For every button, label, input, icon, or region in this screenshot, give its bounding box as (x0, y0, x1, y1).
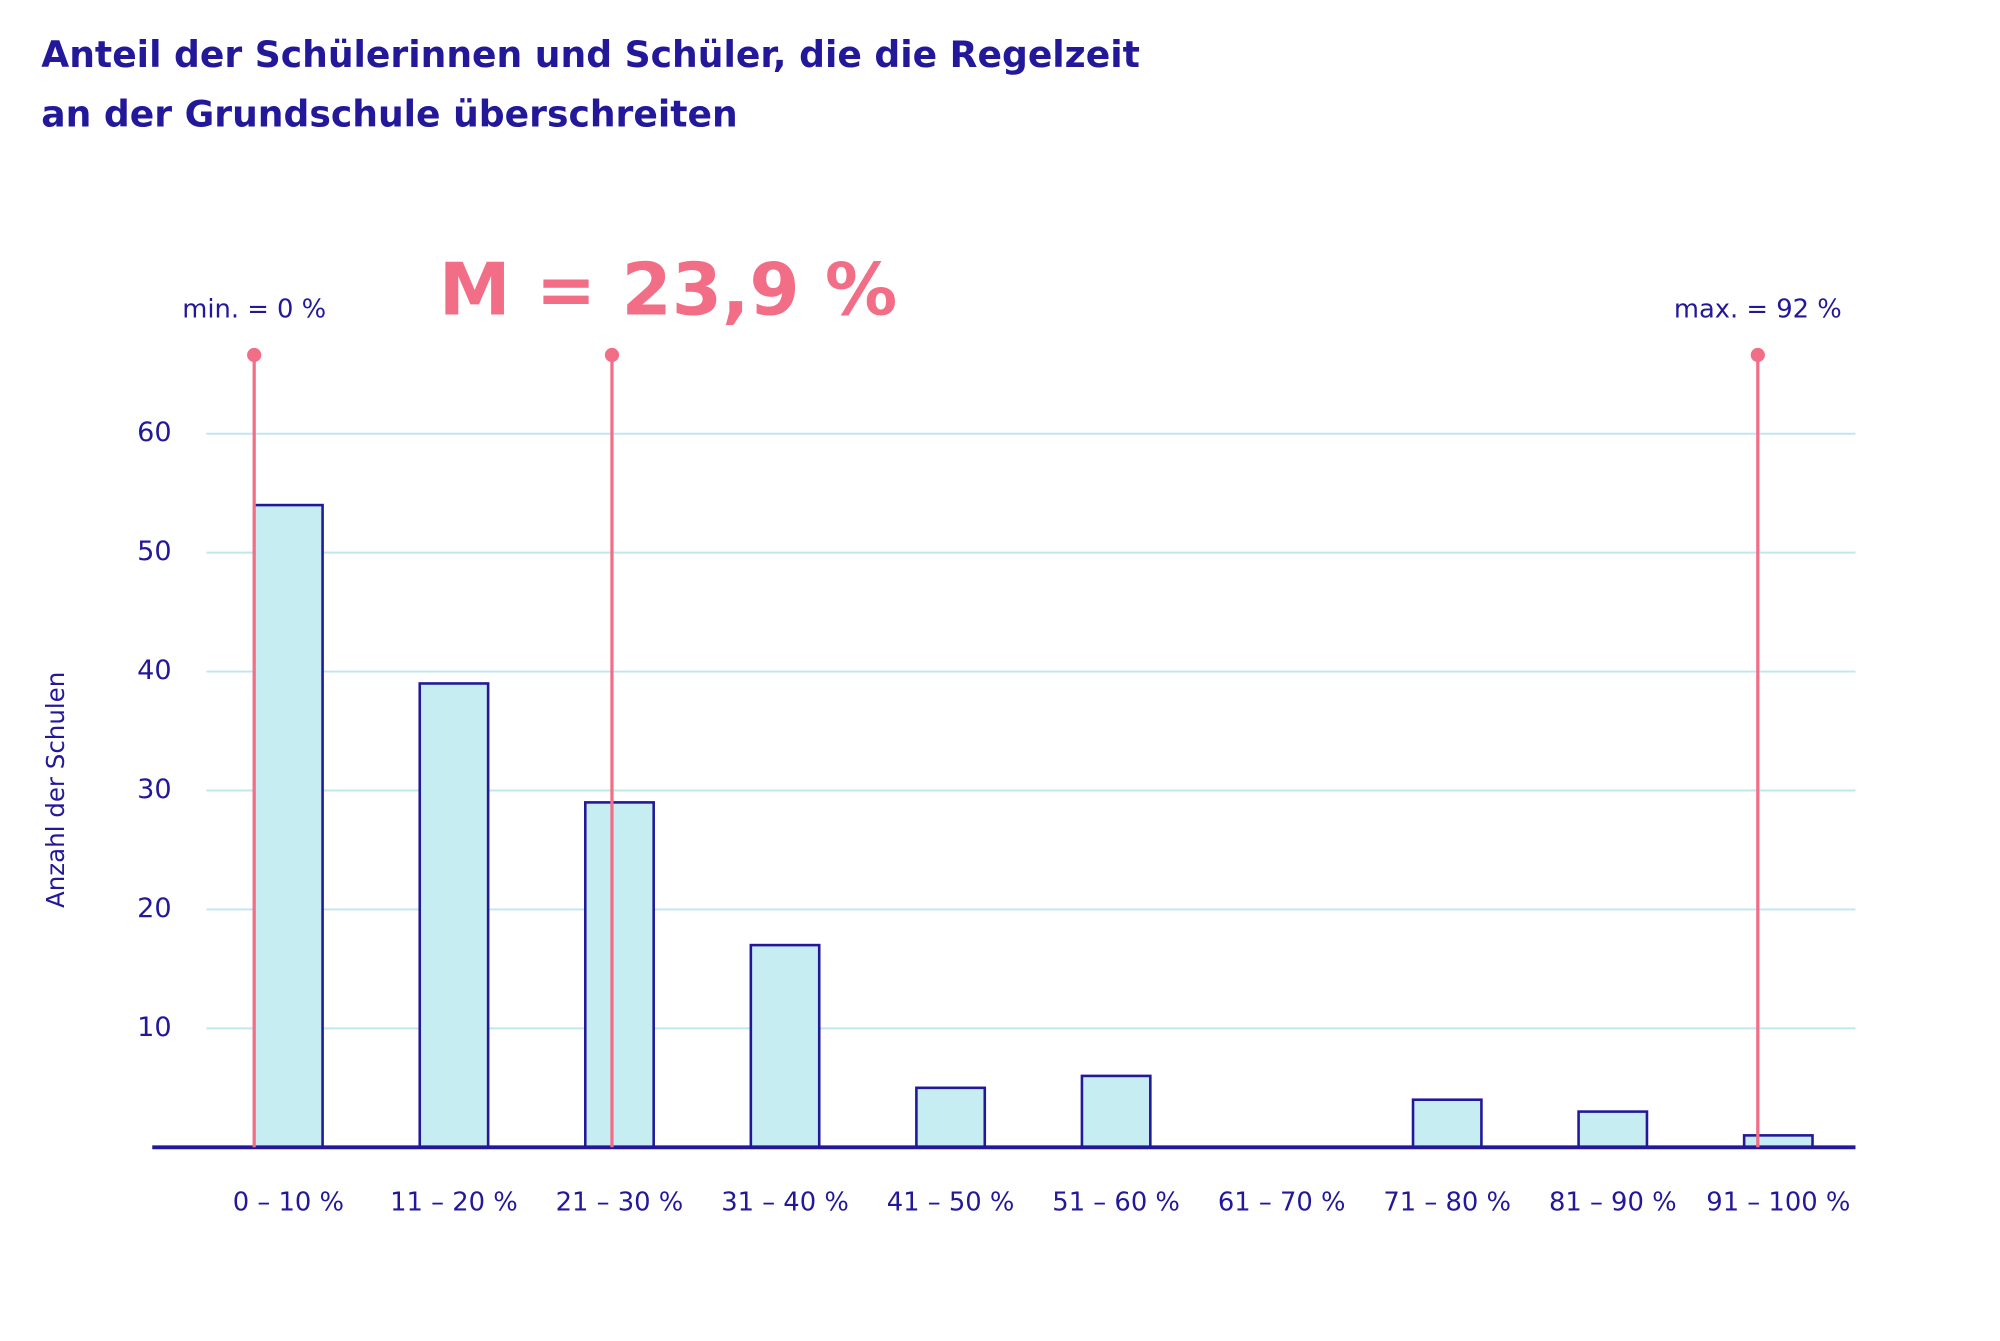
x-tick-label: 21 – 30 % (556, 1187, 684, 1217)
bar (1411, 1098, 1483, 1149)
x-tick-label: 31 – 40 % (721, 1187, 849, 1217)
bar (1080, 1074, 1152, 1149)
annotation-dot (1750, 347, 1765, 363)
annotation-label: max. = 92 % (1674, 294, 1842, 324)
x-tick-label: 0 – 10 % (233, 1187, 344, 1217)
x-tick-label: 41 – 50 % (887, 1187, 1015, 1217)
x-tick-label: 11 – 20 % (390, 1187, 518, 1217)
bar (915, 1086, 987, 1149)
x-tick-label: 61 – 70 % (1218, 1187, 1346, 1217)
annotation-dot (247, 347, 262, 363)
x-tick-label: 91 – 100 % (1706, 1187, 1850, 1217)
bar (1577, 1110, 1649, 1149)
y-tick-label: 30 (137, 774, 171, 805)
annotation-label: min. = 0 % (182, 294, 326, 324)
bar (252, 503, 324, 1149)
y-axis-label: Anzahl der Schulen (41, 672, 70, 908)
y-tick-label: 10 (137, 1012, 171, 1043)
chart-title: Anteil der Schülerinnen und Schüler, die… (41, 33, 1140, 76)
y-tick-label: 40 (137, 655, 171, 686)
bar (749, 943, 821, 1149)
y-tick-label: 60 (137, 417, 171, 448)
y-tick-label: 20 (137, 893, 171, 924)
x-tick-label: 51 – 60 % (1052, 1187, 1180, 1217)
y-tick-label: 50 (137, 536, 171, 567)
bar (418, 682, 490, 1149)
x-tick-label: 71 – 80 % (1383, 1187, 1511, 1217)
annotation-dot (604, 347, 620, 363)
x-tick-label: 81 – 90 % (1549, 1187, 1677, 1217)
chart-subtitle: an der Grundschule überschreiten (41, 92, 737, 135)
mean-label: M = 23,9 % (439, 248, 898, 332)
bar (584, 801, 655, 1149)
